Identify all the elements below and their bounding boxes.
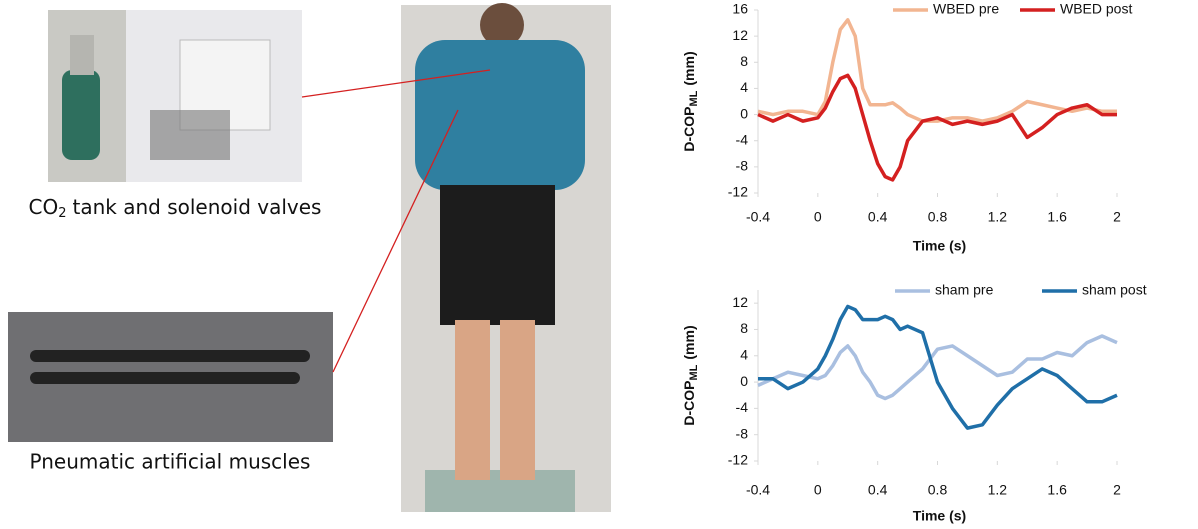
y-tick-label: 0 [740, 105, 748, 121]
legend-label: WBED pre [933, 1, 999, 17]
x-tick-label: 1.6 [1047, 482, 1067, 498]
y-tick-label: 12 [732, 294, 748, 310]
x-tick-label: 1.2 [988, 209, 1008, 225]
muscle-2 [30, 372, 300, 384]
y-tick-label: -4 [736, 131, 749, 147]
muscle-1 [30, 350, 310, 362]
y-tick-label: -4 [736, 399, 749, 415]
x-tick-label: -0.4 [746, 482, 770, 498]
legend-label: WBED post [1060, 1, 1132, 17]
y-tick-label: 12 [732, 27, 748, 43]
y-title-sub: ML [688, 90, 700, 106]
y-tick-label: -12 [728, 452, 748, 468]
x-tick-label: 2 [1113, 209, 1121, 225]
y-title-main: D-COP [681, 381, 697, 426]
series-line [758, 75, 1117, 180]
x-axis-title: Time (s) [913, 508, 966, 524]
y-tick-label: 16 [732, 1, 748, 17]
y-tick-label: -12 [728, 184, 748, 200]
tank-shape [62, 70, 100, 160]
caption: Pneumatic artificial muscles [30, 450, 311, 474]
x-tick-label: -0.4 [746, 209, 770, 225]
x-axis-title: Time (s) [913, 238, 966, 254]
leg-right [500, 320, 535, 480]
series-line [758, 336, 1117, 398]
x-tick-label: 0.8 [928, 482, 948, 498]
x-tick-label: 0.4 [868, 209, 888, 225]
tank-valve [70, 35, 94, 75]
y-tick-label: 8 [740, 320, 748, 336]
x-tick-label: 0.4 [868, 482, 888, 498]
y-tick-label: 0 [740, 373, 748, 389]
y-axis-title: D-COPML (mm) [681, 51, 700, 151]
figure: CO2tank and solenoid valves Pneumatic ar… [0, 0, 1198, 529]
legend-label: sham pre [935, 282, 994, 298]
x-tick-label: 0.8 [928, 209, 948, 225]
x-tick-label: 1.6 [1047, 209, 1067, 225]
caption-text: tank and solenoid valves [73, 195, 322, 219]
x-tick-label: 0 [814, 482, 822, 498]
y-axis-title: D-COPML (mm) [681, 325, 700, 425]
y-title-main: D-COP [681, 107, 697, 152]
legend-label: sham post [1082, 282, 1147, 298]
y-title-unit: (mm) [681, 325, 697, 359]
y-tick-label: -8 [736, 158, 749, 174]
shirt [415, 40, 585, 190]
x-tick-label: 2 [1113, 482, 1121, 498]
caption-text: CO [29, 195, 59, 219]
y-tick-label: 4 [740, 79, 748, 95]
y-tick-label: -8 [736, 425, 749, 441]
shorts [440, 185, 555, 325]
series-line [758, 306, 1117, 428]
x-tick-label: 0 [814, 209, 822, 225]
y-title-unit: (mm) [681, 51, 697, 85]
caption: CO2 tank and solenoid valves [29, 195, 322, 221]
y-tick-label: 4 [740, 346, 748, 362]
series-line [758, 20, 1117, 121]
leg-left [455, 320, 490, 480]
y-title-sub: ML [688, 364, 700, 380]
valve-fittings [150, 110, 230, 160]
x-tick-label: 1.2 [988, 482, 1008, 498]
caption-sub: 2 [58, 206, 66, 221]
y-tick-label: 8 [740, 53, 748, 69]
